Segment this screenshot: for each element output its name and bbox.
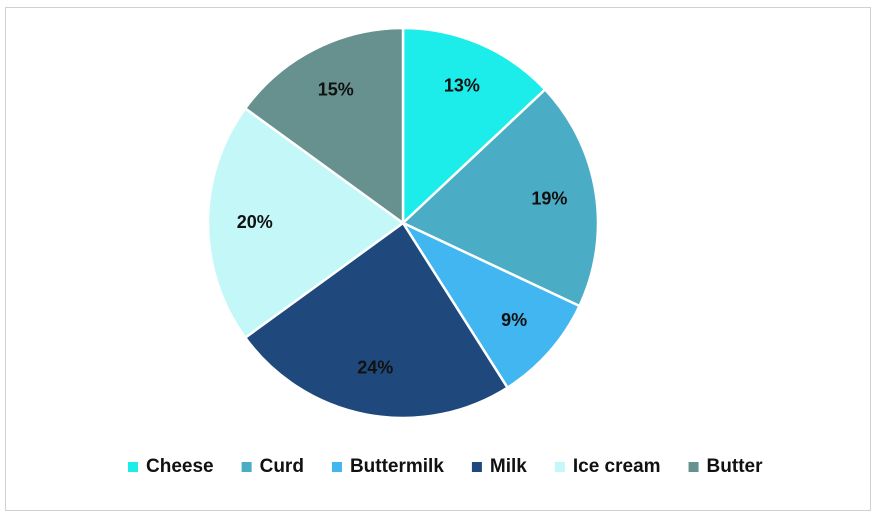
legend-label: Curd	[260, 456, 304, 477]
data-labels: 13% 19% 9% 24% 20% 15%	[237, 76, 568, 378]
pie	[206, 26, 600, 420]
data-label: 20%	[237, 212, 273, 232]
legend-swatch	[241, 462, 252, 472]
legend-label: Ice cream	[573, 456, 661, 477]
legend-swatch	[471, 462, 482, 472]
data-label: 13%	[444, 76, 480, 96]
legend-swatch	[128, 462, 138, 472]
data-label: 15%	[318, 80, 354, 100]
pie-slice	[399, 220, 582, 390]
legend-label: Milk	[490, 456, 527, 477]
legend-label: Buttermilk	[350, 456, 444, 477]
data-label: 19%	[531, 189, 567, 209]
legend-label: Cheese	[146, 456, 214, 477]
pie-slice	[400, 87, 600, 308]
pie-slice	[243, 221, 510, 420]
pie-slice	[243, 26, 405, 226]
data-label: 9%	[501, 310, 527, 330]
pie-slice	[206, 106, 406, 340]
legend-swatch	[688, 462, 699, 472]
pie-slice	[401, 26, 547, 226]
legend: Cheese Curd Buttermilk Milk Ice cream Butter	[128, 456, 763, 477]
data-label: 24%	[357, 357, 393, 377]
legend-swatch	[554, 462, 565, 472]
legend-label: Butter	[707, 456, 764, 477]
legend-swatch	[331, 462, 342, 472]
